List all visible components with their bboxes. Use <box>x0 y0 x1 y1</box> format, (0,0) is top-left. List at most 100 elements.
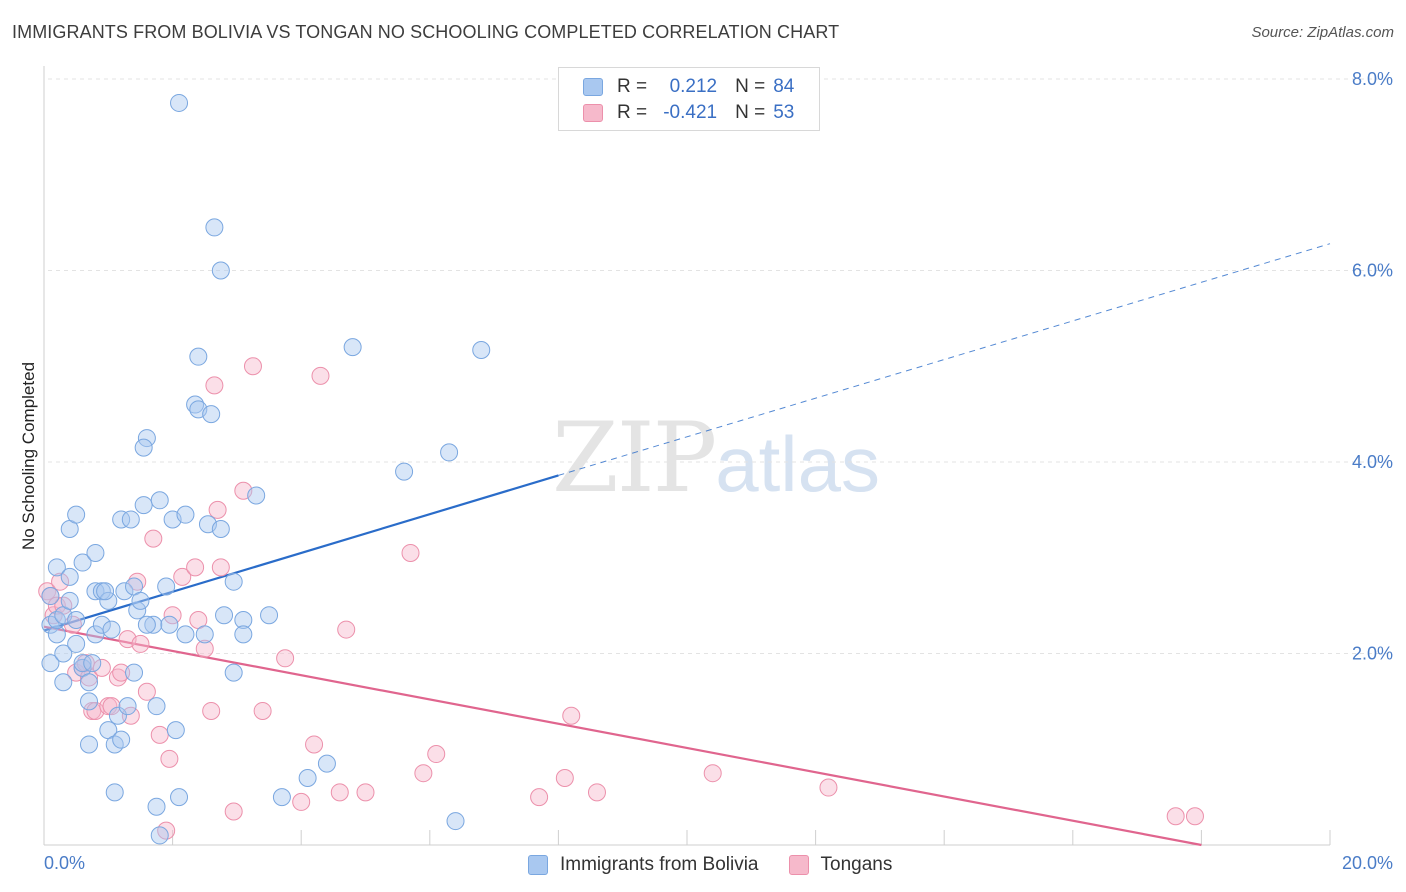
bolivia-point <box>80 692 99 711</box>
bolivia-point <box>150 491 169 510</box>
bolivia-point <box>472 340 491 359</box>
bolivia-point <box>108 706 127 725</box>
tongans-point <box>202 701 221 720</box>
tongans-point <box>92 658 111 677</box>
tongans-point <box>121 706 140 725</box>
bolivia-point <box>99 591 118 610</box>
bolivia-point <box>234 625 253 644</box>
legend-r-label: R = <box>617 102 648 123</box>
bolivia-point <box>60 591 79 610</box>
bolivia-point <box>131 591 150 610</box>
bolivia-point <box>247 486 266 505</box>
tongans-point <box>195 639 214 658</box>
bolivia-point <box>102 620 121 639</box>
y-tick-label: 2.0% <box>1352 644 1393 664</box>
legend-label-bolivia: Immigrants from Bolivia <box>560 854 759 875</box>
tongans-point <box>38 582 57 601</box>
legend-swatch-tongans <box>583 104 603 122</box>
bolivia-point <box>92 615 111 634</box>
bolivia-point <box>67 610 86 629</box>
legend-r-value: 0.212 <box>669 76 718 97</box>
y-axis-label: No Schooling Completed <box>19 362 38 550</box>
bolivia-point <box>83 654 102 673</box>
tongans-point <box>208 500 227 519</box>
watermark-atlas: atlas <box>715 420 880 508</box>
bolivia-point <box>189 347 208 366</box>
legend-n-label: N = <box>735 76 766 97</box>
tongans-point <box>587 783 606 802</box>
bolivia-points <box>41 93 491 845</box>
bolivia-point <box>317 754 336 773</box>
tongans-point <box>530 788 549 807</box>
bolivia-point <box>125 663 144 682</box>
tongans-point <box>128 572 147 591</box>
bolivia-point <box>446 812 465 831</box>
bolivia-point <box>41 587 60 606</box>
tongans-point <box>144 529 163 548</box>
tongans-point <box>163 606 182 625</box>
bolivia-point <box>395 462 414 481</box>
tongans-point <box>305 735 324 754</box>
bolivia-point <box>60 567 79 586</box>
tongans-point <box>311 366 330 385</box>
bolivia-point <box>224 572 243 591</box>
bolivia-point <box>170 788 189 807</box>
tongans-point <box>44 606 63 625</box>
bolivia-point <box>176 505 195 524</box>
bolivia-point <box>186 395 205 414</box>
bolivia-point <box>195 625 214 644</box>
bolivia-point <box>224 663 243 682</box>
bolivia-point <box>202 405 221 424</box>
watermark-zip: ZIP <box>552 402 717 514</box>
bolivia-point <box>73 654 92 673</box>
bolivia-point <box>260 606 279 625</box>
legend-swatch-bolivia <box>528 855 548 875</box>
tongans-point <box>703 764 722 783</box>
bolivia-point <box>112 510 131 529</box>
tongans-point <box>112 663 131 682</box>
tongans-point <box>401 543 420 562</box>
tongans-point <box>292 792 311 811</box>
tongans-point <box>337 620 356 639</box>
bolivia-point <box>211 261 230 280</box>
bolivia-point <box>86 543 105 562</box>
correlation-legend: R = 0.212 N = 84 R = -0.421 N = 53 <box>558 67 820 131</box>
bolivia-point <box>144 615 163 634</box>
tongans-point <box>253 701 272 720</box>
tongans-point <box>160 749 179 768</box>
bolivia-point <box>118 697 137 716</box>
bolivia-point <box>80 673 99 692</box>
bolivia-point <box>54 673 73 692</box>
tongans-point <box>1166 807 1185 826</box>
bolivia-point <box>105 783 124 802</box>
legend-r-value: -0.421 <box>663 102 718 123</box>
tongans-point <box>173 567 192 586</box>
tongans-point <box>131 634 150 653</box>
bolivia-point <box>121 510 140 529</box>
tongans-point <box>427 745 446 764</box>
bolivia-point <box>440 443 459 462</box>
bolivia-point <box>147 697 166 716</box>
bolivia-point <box>80 735 99 754</box>
legend-item-tongans: Tongans <box>788 854 892 876</box>
legend-n-value: 53 <box>773 102 795 123</box>
tongans-point <box>276 649 295 668</box>
tongans-point <box>330 783 349 802</box>
legend-swatch-bolivia <box>583 78 603 96</box>
legend-swatch-tongans <box>788 855 809 875</box>
bolivia-point <box>134 496 153 515</box>
tongans-point <box>51 572 70 591</box>
bolivia-trend-line <box>43 474 559 632</box>
bolivia-point <box>73 553 92 572</box>
tongans-point <box>137 682 156 701</box>
tongans-point <box>205 376 224 395</box>
tick-labels: 2.0% 4.0% 6.0% 8.0% 0.0% 20.0% <box>44 69 1393 873</box>
bolivia-point <box>134 438 153 457</box>
legend-n-value: 84 <box>773 76 795 97</box>
tongans-point <box>1185 807 1204 826</box>
bolivia-point <box>211 520 230 539</box>
y-tick-label: 8.0% <box>1352 69 1393 89</box>
bolivia-point <box>170 93 189 112</box>
tongans-point <box>414 764 433 783</box>
bolivia-point <box>215 606 234 625</box>
